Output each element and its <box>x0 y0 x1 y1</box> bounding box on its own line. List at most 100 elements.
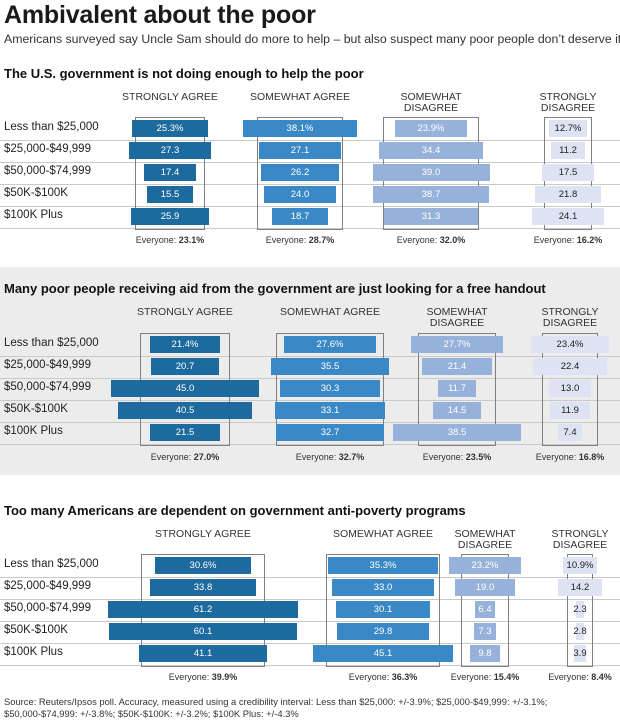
data-label: 7.4 <box>563 427 577 438</box>
everyone-average-box <box>566 554 594 667</box>
data-label: 22.4 <box>560 361 580 372</box>
row-separator <box>0 227 620 229</box>
everyone-average-box <box>326 554 440 667</box>
row-label: $100K Plus <box>4 209 63 221</box>
data-label: 24.0 <box>290 189 310 200</box>
column-header: SOMEWHAT DISAGREE <box>426 306 488 329</box>
bar <box>575 623 585 640</box>
bar <box>469 645 501 662</box>
data-label: 23.9% <box>417 123 445 134</box>
data-label: 27.3 <box>160 145 180 156</box>
everyone-value: 15.4% <box>493 672 520 682</box>
bar <box>118 402 252 419</box>
row-label: $50,000-$74,999 <box>4 165 91 177</box>
data-label: 34.4 <box>421 145 441 156</box>
data-label: 11.9 <box>561 405 579 416</box>
bar <box>132 120 208 137</box>
row-separator <box>0 355 620 357</box>
data-label: 23.2% <box>471 560 499 571</box>
everyone-label-text: Everyone: <box>265 235 309 245</box>
bar <box>550 402 590 419</box>
everyone-average-box <box>542 333 598 446</box>
bar <box>531 336 609 353</box>
bar <box>433 402 481 419</box>
data-label: 24.1 <box>558 211 578 222</box>
column-header: STRONGLY DISAGREE <box>551 528 609 551</box>
bar <box>455 579 515 596</box>
data-label: 15.5 <box>160 189 180 200</box>
data-label: 7.3 <box>478 626 492 637</box>
everyone-label-text: Everyone: <box>135 235 179 245</box>
bar <box>110 380 260 397</box>
bar <box>150 358 220 375</box>
data-label: 38.5 <box>447 427 467 438</box>
data-label: 19.0 <box>475 582 495 593</box>
data-label: 6.4 <box>478 604 492 615</box>
data-label: 3.9 <box>573 648 587 659</box>
page-title: Ambivalent about the poor <box>4 1 316 29</box>
column-header: SOMEWHAT DISAGREE <box>454 528 516 551</box>
row-separator <box>0 620 620 622</box>
bar <box>573 645 587 662</box>
data-label: 61.2 <box>193 604 213 615</box>
data-label: 17.4 <box>160 167 180 178</box>
everyone-label-text: Everyone: <box>295 452 339 462</box>
everyone-average-box <box>418 333 496 446</box>
bar <box>473 623 497 640</box>
data-label: 21.5 <box>175 427 195 438</box>
row-separator <box>0 377 620 379</box>
data-label: 33.0 <box>373 582 393 593</box>
row-label: $50,000-$74,999 <box>4 602 91 614</box>
everyone-label-text: Everyone: <box>533 235 577 245</box>
data-label: 12.7% <box>554 123 582 134</box>
row-separator <box>0 576 620 578</box>
bar <box>379 142 483 159</box>
everyone-label: Everyone: 32.0% <box>376 235 486 245</box>
data-label: 27.6% <box>316 339 344 350</box>
bar <box>562 557 597 574</box>
bar <box>149 336 221 353</box>
everyone-label-text: Everyone: <box>348 672 392 682</box>
chart-title: Many poor people receiving aid from the … <box>4 281 546 296</box>
row-label: $100K Plus <box>4 646 63 658</box>
bar <box>576 601 584 618</box>
data-label: 13.0 <box>560 383 580 394</box>
data-label: 30.6% <box>189 560 217 571</box>
column-header: SOMEWHAT AGREE <box>250 91 350 103</box>
data-label: 21.4% <box>171 339 199 350</box>
everyone-label-text: Everyone: <box>168 672 212 682</box>
bar <box>138 645 268 662</box>
bar <box>411 336 503 353</box>
bar <box>557 424 583 441</box>
bar <box>475 601 495 618</box>
data-label: 33.1 <box>320 405 340 416</box>
bar <box>280 380 380 397</box>
everyone-label-text: Everyone: <box>450 672 494 682</box>
bar <box>109 623 297 640</box>
everyone-average-box <box>135 117 205 230</box>
everyone-label: Everyone: 8.4% <box>525 672 620 682</box>
bar <box>271 208 329 225</box>
everyone-label: Everyone: 28.7% <box>245 235 355 245</box>
row-separator <box>0 139 620 141</box>
chart-title: The U.S. government is not doing enough … <box>4 66 364 81</box>
bar <box>284 336 376 353</box>
bar <box>107 601 299 618</box>
everyone-value: 23.1% <box>178 235 205 245</box>
data-label: 45.1 <box>373 648 393 659</box>
data-label: 35.5 <box>320 361 340 372</box>
data-label: 25.9 <box>160 211 180 222</box>
data-label: 14.2 <box>570 582 590 593</box>
data-label: 23.4% <box>556 339 584 350</box>
row-label: $25,000-$49,999 <box>4 143 91 155</box>
data-label: 9.8 <box>478 648 492 659</box>
everyone-value: 28.7% <box>308 235 335 245</box>
bar <box>395 120 467 137</box>
everyone-label: Everyone: 27.0% <box>130 452 240 462</box>
everyone-label: Everyone: 15.4% <box>430 672 540 682</box>
everyone-label: Everyone: 23.5% <box>402 452 512 462</box>
data-label: 31.3 <box>421 211 441 222</box>
everyone-label-text: Everyone: <box>396 235 440 245</box>
column-header: SOMEWHAT AGREE <box>280 306 380 318</box>
bar <box>259 142 341 159</box>
